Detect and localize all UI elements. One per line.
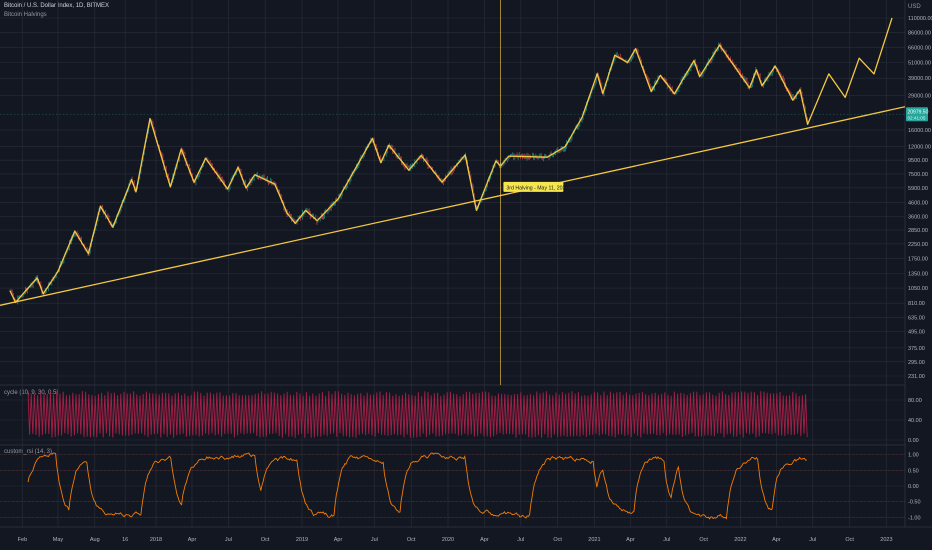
time-tick-label: Aug (90, 537, 100, 543)
cycle-series (27, 391, 808, 439)
time-tick-label: Apr (480, 537, 489, 543)
price-tick-label: 635.00 (908, 315, 925, 321)
cycle-legend[interactable]: cycle (10, 9, 30, 0.5) (4, 390, 59, 396)
currency-label: USD (908, 4, 921, 10)
price-tick-label: 39000.00 (908, 76, 931, 82)
rsi-legend[interactable]: custom_rsi (14, 3) (4, 449, 53, 455)
price-tick-label: 2250.00 (908, 242, 928, 248)
time-tick-label: May (53, 537, 64, 543)
time-tick-label: Apr (188, 537, 197, 543)
time-tick-label: Apr (334, 537, 343, 543)
price-tick-label: 495.00 (908, 330, 925, 336)
cycle-tick-label: 0.00 (908, 438, 919, 444)
halving-label: 3rd Halving - May 11, 2020 (506, 185, 568, 191)
price-tick-label: 66000.00 (908, 46, 931, 52)
support-trendline (0, 106, 906, 306)
time-tick-label: Jul (663, 537, 670, 543)
price-tick-label: 3600.00 (908, 215, 928, 221)
price-tick-label: 1050.00 (908, 286, 928, 292)
time-tick-label: Apr (772, 537, 781, 543)
time-tick-label: Oct (699, 537, 708, 543)
time-tick-label: Oct (261, 537, 270, 543)
price-tick-label: 86000.00 (908, 30, 931, 36)
last-price-value: 20979.50 (908, 110, 929, 116)
time-tick-label: Jul (809, 537, 816, 543)
price-tick-label: 12000.00 (908, 145, 931, 151)
cycle-tick-label: 40.00 (908, 418, 922, 424)
time-tick-label: Apr (626, 537, 635, 543)
price-pane: 3rd Halving - May 11, 2020 (0, 0, 906, 385)
price-tick-label: 110000.00 (908, 16, 932, 22)
halving-label-box (503, 181, 564, 192)
rsi-tick-label: -1.00 (908, 515, 921, 521)
rsi-tick-label: 0.50 (908, 468, 919, 474)
time-tick-label: 2019 (296, 537, 308, 543)
price-tick-label: 810.00 (908, 301, 925, 307)
price-tick-label: 295.00 (908, 360, 925, 366)
last-price-badge (906, 107, 928, 122)
price-tick-label: 7500.00 (908, 172, 928, 178)
time-tick-label: 2020 (442, 537, 454, 543)
last-price-countdown: 02:41:05 (908, 116, 926, 121)
price-axis: 110000.00 86000.00 66000.00 51000.00 39000.0… (906, 16, 932, 380)
price-tick-label: 375.00 (908, 346, 925, 352)
rsi-series (27, 452, 807, 520)
price-tick-label: 4600.00 (908, 200, 928, 206)
time-tick-label: 2023 (880, 537, 892, 543)
price-tick-label: 231.00 (908, 374, 925, 380)
time-tick-label: Oct (407, 537, 416, 543)
time-tick-label: 2022 (734, 537, 746, 543)
time-tick-label: Oct (553, 537, 562, 543)
study-legend[interactable]: Bitcoin Halvings (4, 12, 47, 18)
time-tick-label: Feb (18, 537, 27, 543)
rsi-tick-label: -0.50 (908, 500, 921, 506)
time-tick-label: 2021 (588, 537, 600, 543)
rsi-pane: 1.00 0.50 0.00 -0.50 -1.00 (0, 452, 921, 521)
price-tick-label: 2850.00 (908, 228, 928, 234)
time-tick-label: Jul (371, 537, 378, 543)
price-tick-label: 1350.00 (908, 271, 928, 277)
symbol-legend[interactable]: Bitcoin / U.S. Dollar Index, 1D, BITMEX (4, 3, 110, 9)
time-tick-label: Oct (845, 537, 854, 543)
price-tick-label: 29000.00 (908, 93, 931, 99)
time-tick-label: 2018 (150, 537, 162, 543)
rsi-tick-label: 1.00 (908, 453, 919, 459)
price-tick-label: 5900.00 (908, 186, 928, 192)
price-tick-label: 9500.00 (908, 158, 928, 164)
time-tick-label: Jul (517, 537, 524, 543)
rsi-tick-label: 0.00 (908, 484, 919, 490)
grid-lines (0, 0, 932, 528)
price-tick-label: 16000.00 (908, 128, 931, 134)
time-tick-label: Jul (225, 537, 232, 543)
time-axis: Feb May Aug 16 2018 Apr Jul Oct 2019 Apr Jul Oct 202… (18, 537, 893, 543)
cycle-tick-label: 80.00 (908, 398, 922, 404)
cycle-pane: 80.00 40.00 0.00 (0, 391, 922, 444)
price-tick-label: 1750.00 (908, 256, 928, 262)
time-tick-label: 16 (122, 537, 128, 543)
price-zigzag-path (9, 17, 893, 304)
price-tick-label: 51000.00 (908, 61, 931, 67)
